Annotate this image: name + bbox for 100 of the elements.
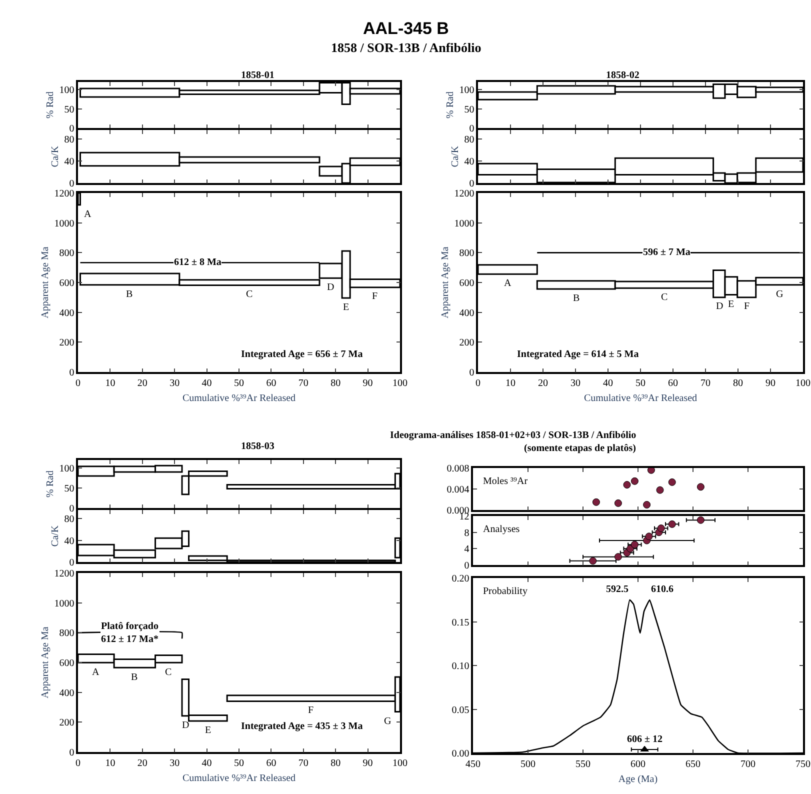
- x-tick-label: 40: [202, 758, 212, 769]
- annotation: 606 ± 12: [627, 734, 662, 745]
- chart-title: Ideograma-análises 1858-01+02+03 / SOR-13B / Anfibólio: [390, 430, 636, 441]
- x-axis-title: Cumulative %³⁹Ar Released: [584, 392, 698, 404]
- x-tick-label: 100: [392, 378, 408, 389]
- y-tick-label: 40: [464, 156, 474, 168]
- x-tick-label: 100: [392, 758, 408, 769]
- x-tick-label: 20: [538, 378, 548, 389]
- x-tick-label: 90: [362, 758, 373, 769]
- y-tick-label: 100: [59, 464, 74, 474]
- y-axis-title: Ca/K: [450, 145, 461, 168]
- y-tick-label: 100: [459, 85, 474, 96]
- y-tick-label: 0: [69, 368, 74, 378]
- x-tick-label: 750: [796, 758, 810, 770]
- data-label: A: [84, 209, 92, 220]
- data-label: A: [92, 667, 100, 678]
- y-tick-label: 50: [464, 104, 474, 116]
- data-label: F: [372, 291, 378, 302]
- annotation: Moles ³⁹Ar: [483, 476, 528, 487]
- x-tick-label: 50: [636, 378, 646, 389]
- x-tick-label: 30: [570, 378, 580, 389]
- x-tick-label: 50: [234, 758, 244, 769]
- y-tick-label: 600: [59, 658, 74, 669]
- y-tick-label: 8: [464, 528, 470, 539]
- y-tick-label: 50: [64, 104, 74, 116]
- y-tick-label: 0: [69, 748, 74, 758]
- y-tick-label: 600: [459, 278, 474, 289]
- text: AAL-345 B: [363, 19, 449, 38]
- y-tick-label: 800: [59, 248, 74, 260]
- y-axis-title: Apparent Age Ma: [40, 626, 51, 698]
- x-tick-label: 60: [668, 378, 678, 389]
- y-tick-label: 200: [459, 338, 474, 349]
- chart-subtitle: (somente etapas de platôs): [524, 443, 636, 454]
- y-tick-label: 400: [59, 688, 74, 699]
- y-tick-label: 4: [464, 544, 470, 556]
- annotation: Analyses: [483, 524, 520, 535]
- y-tick-label: 0.20: [452, 574, 470, 584]
- y-axis-title: % Rad: [44, 92, 56, 118]
- data-label: E: [205, 725, 212, 736]
- y-tick-label: 400: [59, 308, 74, 319]
- y-tick-label: 0: [464, 560, 470, 572]
- annotation: Probability: [483, 586, 528, 597]
- x-tick-label: 80: [330, 378, 341, 389]
- x-tick-label: 20: [137, 758, 148, 769]
- x-tick-label: 40: [603, 378, 613, 389]
- x-tick-label: 100: [796, 378, 810, 389]
- x-tick-label: 20: [137, 378, 148, 389]
- x-tick-label: 10: [105, 758, 116, 769]
- annotation: Platô forçado 612 ± 17 Ma*: [101, 621, 158, 645]
- y-tick-label: 0: [69, 178, 74, 190]
- y-tick-label: 80: [464, 134, 474, 146]
- y-tick-label: 400: [459, 308, 474, 319]
- x-tick-label: 600: [630, 758, 646, 770]
- data-label: D: [716, 301, 724, 312]
- y-tick-label: 80: [64, 514, 74, 526]
- data-label: B: [126, 289, 133, 300]
- y-axis-title: % Rad: [44, 470, 56, 498]
- data-label: D: [182, 720, 190, 731]
- y-tick-label: 0: [469, 178, 474, 190]
- x-tick-label: 60: [266, 378, 276, 389]
- y-axis-title: % Rad: [444, 92, 456, 118]
- annotation: 592.5: [606, 584, 628, 595]
- y-tick-label: 0: [69, 558, 74, 568]
- annotation: Integrated Age = 614 ± 5 Ma: [517, 349, 639, 360]
- annotation: 612 ± 8 Ma: [174, 257, 222, 268]
- chart-title: 1858-01: [241, 70, 274, 81]
- x-tick-label: 550: [576, 758, 590, 770]
- x-tick-label: 80: [330, 758, 341, 769]
- y-axis-title: Ca/K: [50, 524, 61, 547]
- x-axis-title: Cumulative %³⁹Ar Released: [182, 772, 296, 784]
- y-tick-label: 800: [459, 248, 474, 260]
- x-tick-label: 450: [466, 758, 480, 770]
- y-tick-label: 40: [64, 536, 74, 547]
- x-tick-label: 10: [105, 378, 116, 389]
- data-label: A: [504, 278, 512, 289]
- annotation: 596 ± 7 Ma: [643, 247, 690, 258]
- y-tick-label: 200: [59, 718, 74, 729]
- data-label: G: [776, 289, 784, 300]
- data-label: F: [744, 301, 750, 312]
- y-axis-title: Apparent Age Ma: [440, 246, 451, 318]
- y-tick-label: 0: [69, 124, 74, 134]
- y-tick-label: 12: [459, 512, 470, 522]
- x-tick-label: 60: [266, 758, 276, 769]
- y-tick-label: 0.10: [452, 661, 470, 672]
- x-axis-title: Cumulative %³⁹Ar Released: [182, 392, 296, 404]
- data-label: D: [327, 282, 334, 293]
- x-tick-label: 90: [766, 378, 776, 389]
- y-tick-label: 1000: [54, 218, 74, 230]
- data-label: G: [384, 716, 392, 727]
- y-axis-title: Ca/K: [50, 145, 61, 168]
- annotation: 610.6: [651, 584, 674, 595]
- y-tick-label: 0.00: [452, 748, 470, 760]
- x-tick-label: 500: [520, 758, 536, 770]
- y-tick-label: 0.004: [446, 484, 470, 496]
- y-tick-label: 100: [59, 85, 74, 96]
- x-tick-label: 80: [733, 378, 743, 389]
- annotation: Integrated Age = 435 ± 3 Ma: [241, 721, 363, 732]
- data-label: E: [728, 299, 734, 310]
- y-tick-label: 1200: [54, 568, 74, 580]
- x-tick-label: 30: [170, 378, 180, 389]
